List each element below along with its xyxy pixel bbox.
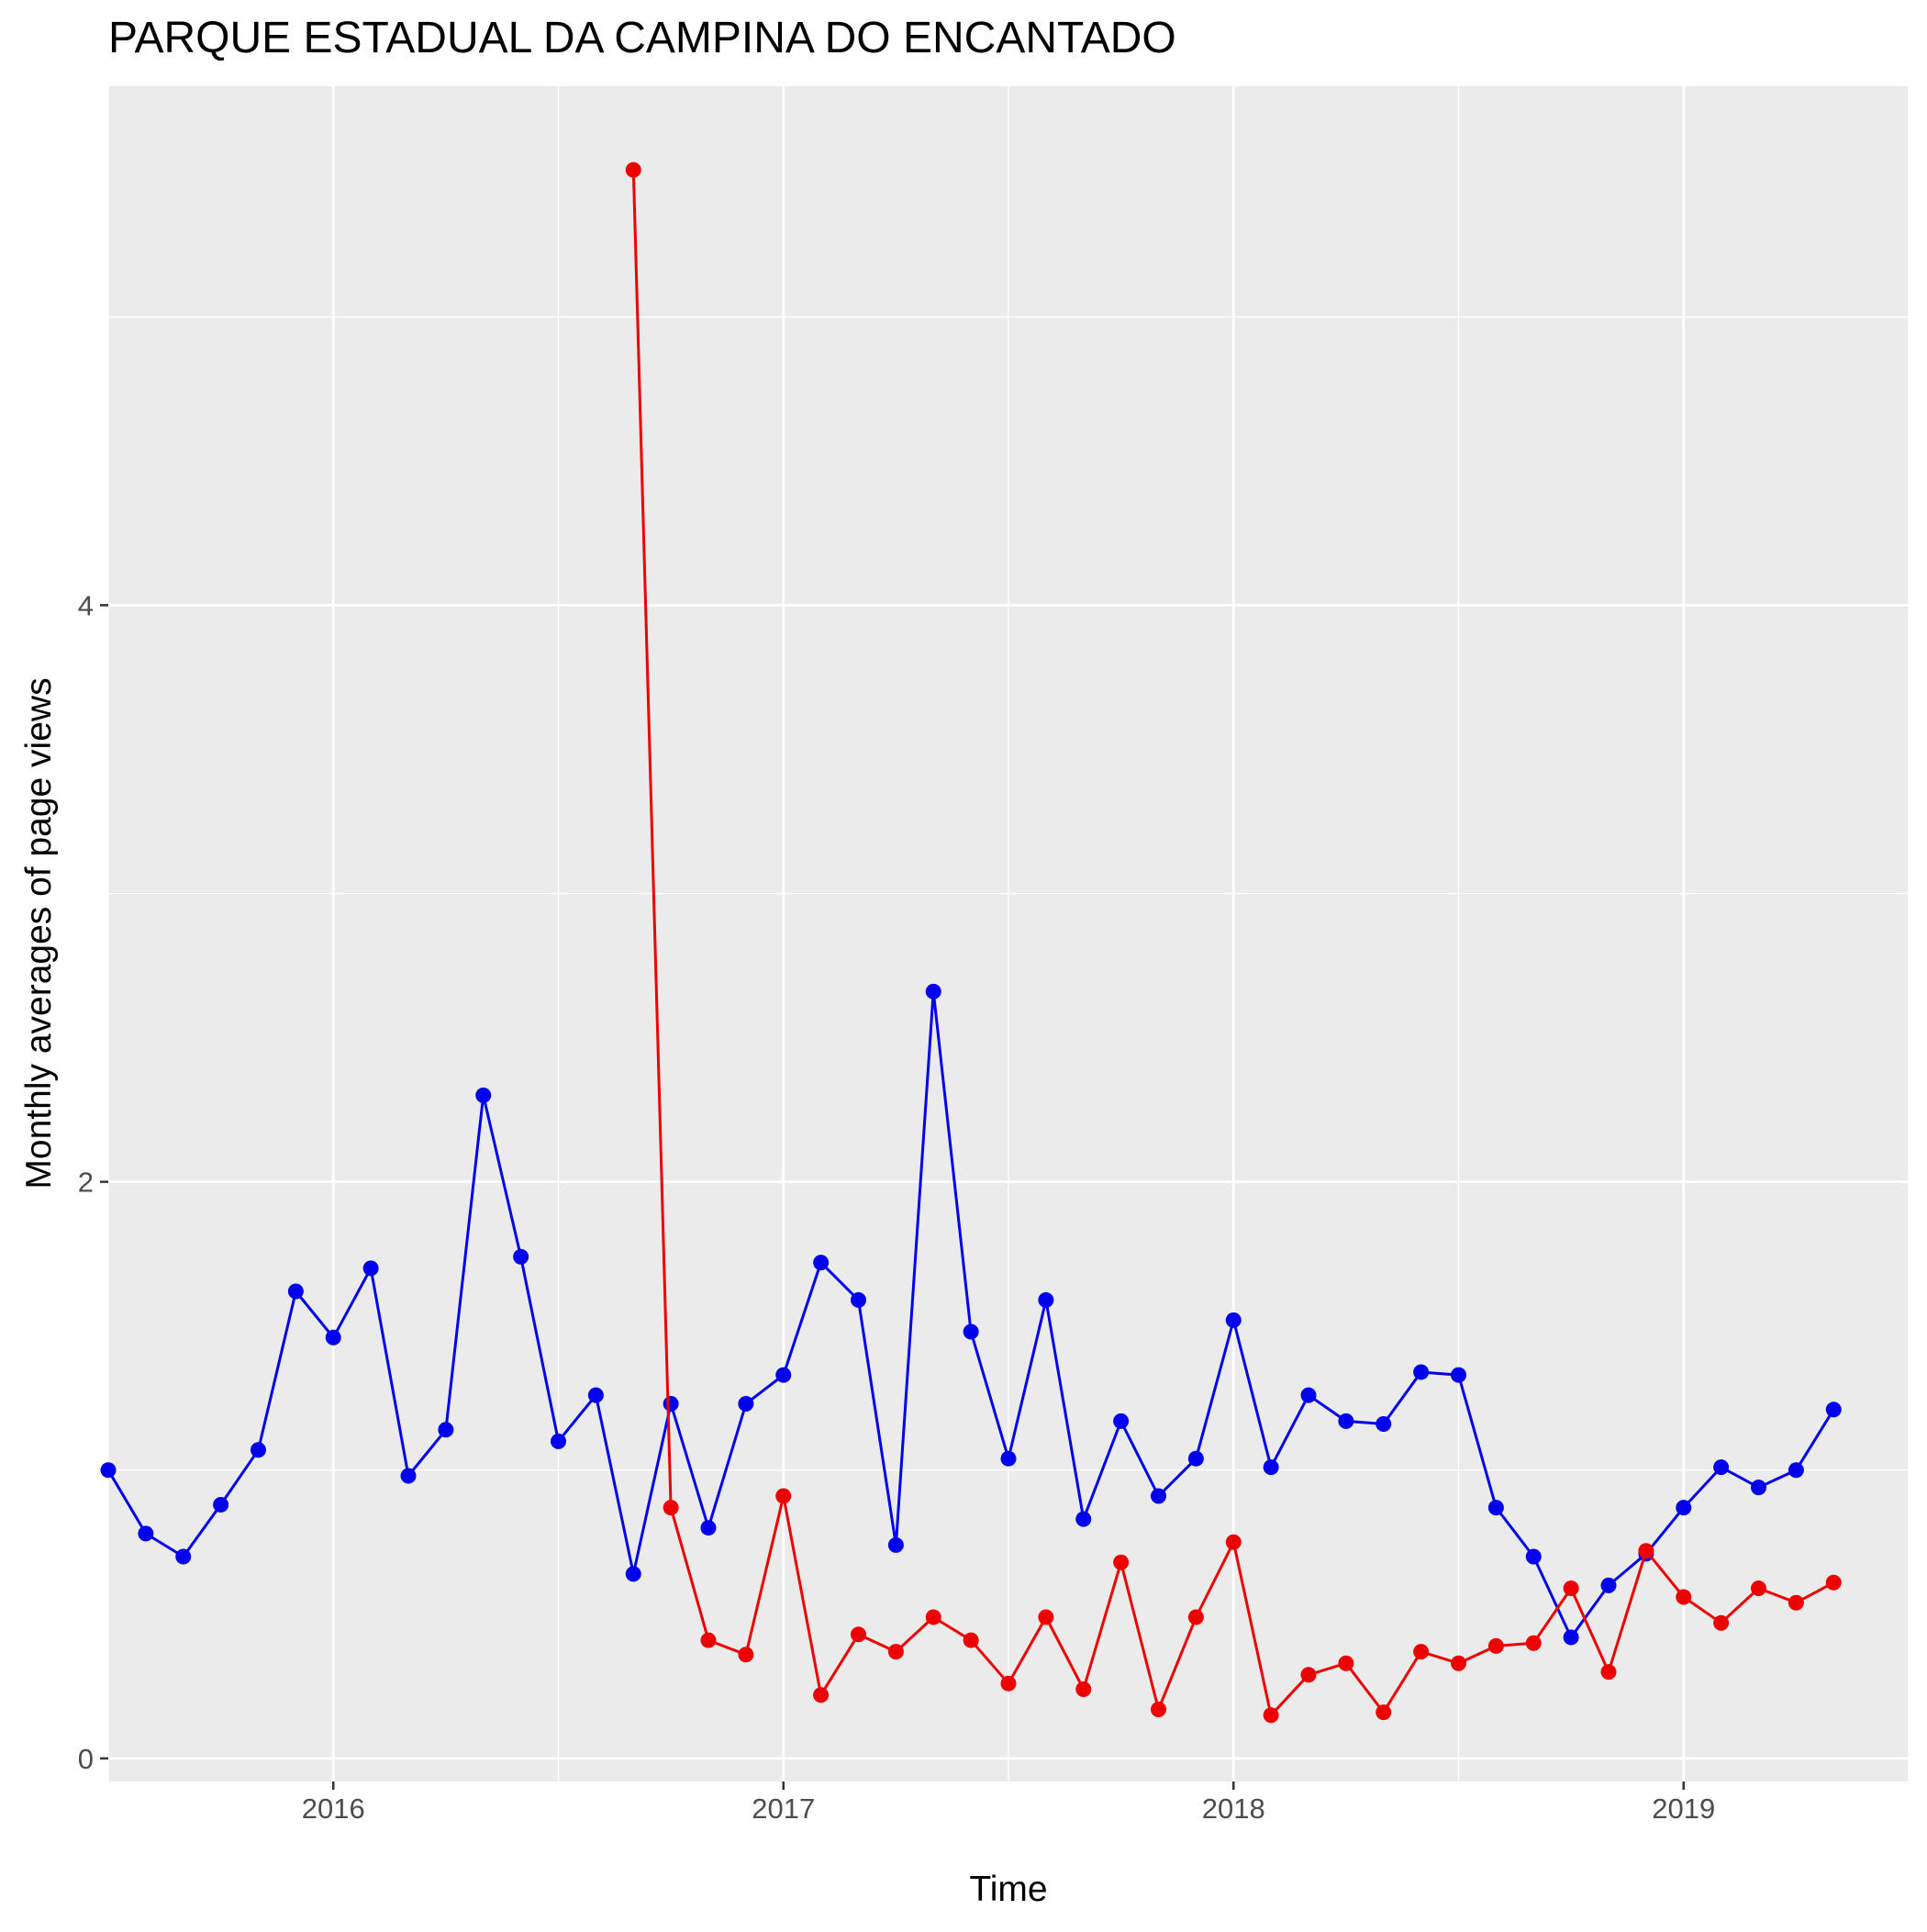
data-point — [1451, 1367, 1466, 1383]
y-axis: 0 2 4 — [78, 589, 108, 1775]
data-point — [1600, 1664, 1617, 1681]
data-point — [1525, 1548, 1542, 1565]
data-point — [100, 1462, 117, 1479]
data-point — [1525, 1635, 1542, 1651]
data-point — [1788, 1462, 1804, 1479]
data-point — [251, 1442, 266, 1458]
data-point — [1151, 1701, 1166, 1717]
data-point — [925, 983, 941, 1000]
data-point — [738, 1396, 754, 1413]
data-point — [1000, 1675, 1017, 1692]
data-point — [1300, 1667, 1317, 1683]
data-point — [887, 1536, 904, 1553]
series-layer — [100, 162, 1842, 1724]
data-point — [1263, 1459, 1279, 1476]
data-point — [1075, 1681, 1092, 1697]
data-point — [700, 1520, 717, 1536]
series-1 — [100, 983, 1842, 1646]
data-point — [1713, 1614, 1730, 1631]
y-tick-label: 4 — [78, 589, 94, 621]
data-point — [813, 1255, 830, 1271]
data-point — [625, 1566, 641, 1582]
data-point — [775, 1367, 792, 1383]
data-point — [1075, 1511, 1092, 1527]
data-point — [963, 1632, 979, 1648]
data-point — [1113, 1554, 1130, 1570]
data-point — [1338, 1655, 1354, 1671]
data-point — [362, 1260, 379, 1277]
x-axis-title: Time — [969, 1870, 1047, 1909]
data-point — [851, 1291, 866, 1308]
data-point — [1413, 1644, 1430, 1660]
data-point — [513, 1248, 529, 1265]
data-point — [663, 1396, 679, 1413]
data-point — [1825, 1574, 1842, 1591]
data-point — [325, 1329, 341, 1346]
data-point — [1000, 1450, 1017, 1467]
data-point — [1038, 1609, 1054, 1625]
data-point — [700, 1632, 717, 1648]
data-point — [887, 1644, 904, 1660]
data-point — [1751, 1580, 1766, 1597]
data-point — [1376, 1415, 1392, 1432]
data-point — [1638, 1543, 1654, 1559]
data-point — [1113, 1413, 1130, 1429]
x-tick-label: 2018 — [1202, 1792, 1265, 1825]
series-2 — [625, 162, 1842, 1724]
data-point — [1563, 1580, 1579, 1597]
data-point — [138, 1525, 154, 1542]
data-point — [1263, 1707, 1279, 1724]
data-point — [1413, 1364, 1430, 1380]
data-point — [438, 1422, 454, 1438]
data-point — [1187, 1609, 1204, 1625]
data-point — [851, 1626, 866, 1643]
x-tick-label: 2017 — [752, 1792, 815, 1825]
data-point — [213, 1496, 229, 1513]
data-point — [1825, 1402, 1842, 1418]
data-point — [400, 1468, 417, 1484]
data-point — [775, 1488, 792, 1504]
data-point — [1338, 1413, 1354, 1429]
data-point — [1451, 1655, 1466, 1671]
data-point — [1713, 1459, 1730, 1476]
data-point — [1038, 1291, 1054, 1308]
data-point — [475, 1087, 492, 1103]
data-point — [1151, 1488, 1166, 1504]
data-point — [1225, 1534, 1242, 1550]
y-axis-title: Monthly averages of page views — [19, 677, 59, 1189]
data-point — [963, 1323, 979, 1340]
data-point — [1563, 1629, 1579, 1646]
data-point — [1487, 1500, 1504, 1516]
x-tick-label: 2016 — [302, 1792, 365, 1825]
data-point — [587, 1387, 604, 1403]
chart-title: PARQUE ESTADUAL DA CAMPINA DO ENCANTADO — [108, 14, 1176, 62]
x-axis: 2016 2017 2018 2019 — [302, 1781, 1715, 1825]
data-point — [663, 1500, 679, 1516]
y-tick-label: 2 — [78, 1167, 94, 1199]
data-point — [1487, 1637, 1504, 1654]
data-point — [1300, 1387, 1317, 1403]
data-point — [738, 1647, 754, 1663]
data-point — [175, 1548, 192, 1565]
data-point — [287, 1283, 304, 1300]
data-point — [1788, 1594, 1804, 1611]
data-point — [813, 1687, 830, 1703]
minor-gridlines — [107, 86, 1910, 1781]
data-point — [1676, 1589, 1692, 1605]
data-point — [1600, 1577, 1617, 1593]
data-point — [1676, 1500, 1692, 1516]
data-point — [1376, 1704, 1392, 1721]
data-point — [1225, 1312, 1242, 1328]
y-tick-label: 0 — [78, 1743, 94, 1775]
data-point — [625, 162, 641, 178]
data-point — [1751, 1480, 1766, 1496]
data-point — [551, 1433, 566, 1449]
data-point — [925, 1609, 941, 1625]
data-point — [1187, 1450, 1204, 1467]
x-tick-label: 2019 — [1652, 1792, 1715, 1825]
